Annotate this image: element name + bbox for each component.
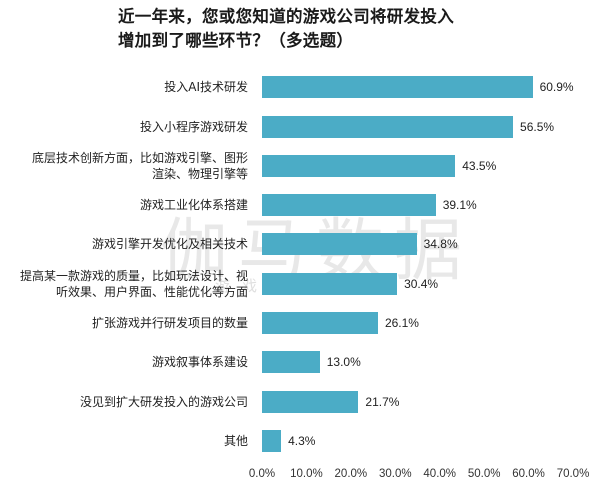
category-label: 底层技术创新方面，比如游戏引擎、图形 渲染、物理引擎等 [31,151,248,181]
value-label: 56.5% [520,120,555,134]
bar [262,391,359,413]
x-tick-label: 30.0% [378,468,412,480]
bar [262,430,282,452]
value-label: 43.5% [462,159,497,173]
bar [262,233,417,255]
bar [262,194,436,216]
bar-row: 投入小程序游戏研发 56.5% [0,116,600,138]
bar [262,312,378,334]
category-label: 游戏叙事体系建设 [151,355,248,369]
value-label: 26.1% [384,316,419,330]
x-tick-label: 10.0% [290,468,323,480]
chart-title-line-1: 近一年来，您或您知道的游戏公司将研发投入 [118,7,454,26]
bar-row: 游戏引擎开发优化及相关技术 34.8% [0,233,600,255]
bar-row: 游戏叙事体系建设 13.0% [0,351,600,373]
value-label: 30.4% [404,277,439,291]
bar-row: 提高某一款游戏的质量，比如玩法设计、视 听效果、用户界面、性能优化等方面 30.4% [0,269,600,299]
category-label: 提高某一款游戏的质量，比如玩法设计、视 听效果、用户界面、性能优化等方面 [19,269,248,299]
category-label: 投入小程序游戏研发 [139,120,248,134]
x-tick-label: 20.0% [334,468,368,480]
x-tick-label: 50.0% [467,468,501,480]
category-label: 游戏引擎开发优化及相关技术 [91,237,248,251]
x-axis: 0.0% 10.0% 20.0% 30.0% 40.0% 50.0% 60.0% 70.0% [0,468,600,484]
value-label: 4.3% [288,434,316,448]
bar-row: 投入AI技术研发 60.9% [0,76,600,98]
bar-row: 底层技术创新方面，比如游戏引擎、图形 渲染、物理引擎等 43.5% [0,151,600,181]
bar-row: 其他 4.3% [0,430,600,452]
value-label: 39.1% [442,198,477,212]
x-tick-label: 70.0% [556,468,590,480]
bar-row: 没见到扩大研发投入的游戏公司 21.7% [0,391,600,413]
category-label: 投入AI技术研发 [164,80,248,94]
bar [262,76,533,98]
value-label: 21.7% [365,395,400,409]
chart-title-line-2: 增加到了哪些环节？（多选题） [118,31,354,50]
category-label: 其他 [223,434,248,448]
value-label: 34.8% [423,237,458,251]
bar [262,155,456,177]
bar [262,116,514,138]
x-tick-label: 60.0% [512,468,545,480]
bar [262,273,398,295]
bar-row: 游戏工业化体系搭建 39.1% [0,194,600,216]
value-label: 13.0% [326,355,361,369]
x-tick-label: 40.0% [423,468,457,480]
bar [262,351,320,373]
category-label: 游戏工业化体系搭建 [139,198,248,212]
x-tick-label: 0.0% [248,468,276,480]
bar-row: 扩张游戏并行研发项目的数量 26.1% [0,312,600,334]
chart-title: 近一年来，您或您知道的游戏公司将研发投入 增加到了哪些环节？（多选题） [118,5,598,53]
value-label: 60.9% [539,80,574,94]
category-label: 没见到扩大研发投入的游戏公司 [79,395,248,409]
category-label: 扩张游戏并行研发项目的数量 [91,316,248,330]
